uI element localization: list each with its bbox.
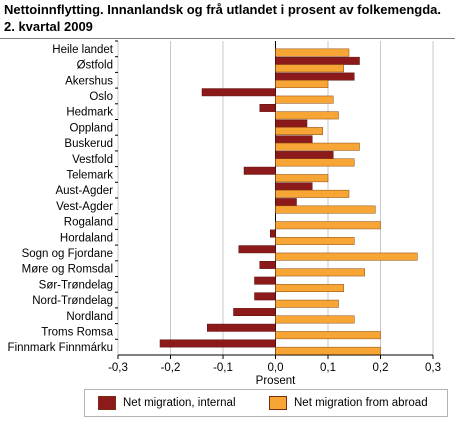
bar-abroad-8 [275, 174, 329, 183]
category-label-14: Møre og Romsdal [22, 264, 113, 276]
bar-internal-15 [254, 276, 276, 285]
bar-internal-4 [259, 104, 276, 112]
bar-internal-12 [270, 229, 276, 238]
category-label-11: Rogaland [64, 217, 113, 229]
category-label-9: Aust-Agder [55, 185, 113, 197]
legend-label-internal: Net migration, internal [123, 397, 236, 409]
bar-abroad-11 [275, 221, 381, 230]
bar-abroad-13 [275, 252, 418, 261]
legend-swatch-internal [98, 396, 116, 410]
bar-abroad-0 [275, 48, 350, 57]
title-divider [0, 38, 455, 39]
bar-internal-16 [254, 292, 276, 301]
bar-abroad-3 [275, 95, 334, 104]
x-tick-label-5: 0,2 [373, 362, 389, 374]
bar-abroad-5 [275, 127, 323, 135]
bar-internal-13 [238, 245, 276, 254]
chart-title: Nettoinnflytting. Innanlandsk og frå utl… [4, 1, 452, 35]
category-label-17: Nordland [66, 311, 113, 323]
bar-abroad-9 [275, 189, 350, 198]
legend: Net migration, internal Net migration fr… [84, 389, 448, 417]
x-tick-label-6: 0,3 [425, 362, 441, 374]
bar-abroad-12 [275, 237, 355, 245]
category-label-16: Nord-Trøndelag [32, 295, 113, 307]
x-tick-label-2: -0,1 [213, 362, 233, 374]
category-label-1: Østfold [77, 60, 113, 72]
bar-abroad-15 [275, 284, 344, 293]
x-axis-title: Prosent [256, 375, 296, 387]
legend-item-abroad: Net migration from abroad [269, 396, 428, 410]
x-tick-label-1: -0,2 [161, 362, 181, 374]
bar-abroad-4 [275, 111, 339, 120]
bar-internal-9 [275, 182, 313, 191]
bar-abroad-6 [275, 142, 360, 151]
category-label-13: Sogn og Fjordane [22, 248, 113, 260]
category-label-8: Telemark [66, 169, 113, 181]
legend-label-abroad: Net migration from abroad [294, 397, 428, 409]
bar-internal-10 [275, 198, 297, 207]
x-tick-label-0: -0,3 [108, 362, 128, 374]
bar-internal-18 [207, 323, 276, 332]
bar-abroad-18 [275, 331, 381, 340]
bar-internal-17 [233, 308, 276, 317]
bar-abroad-2 [275, 80, 329, 88]
category-label-7: Vestfold [72, 154, 113, 166]
title-line-2: 2. kvartal 2009 [4, 19, 93, 34]
category-label-10: Vest-Agder [56, 201, 113, 213]
bar-internal-19 [159, 339, 276, 348]
legend-swatch-abroad [269, 396, 287, 410]
category-label-4: Hedmark [66, 107, 113, 119]
bar-abroad-7 [275, 158, 355, 167]
category-label-12: Hordaland [60, 232, 113, 244]
bar-internal-2 [275, 72, 355, 81]
bar-internal-14 [259, 261, 276, 269]
bar-internal-6 [275, 135, 313, 144]
bar-abroad-16 [275, 299, 339, 308]
bar-internal-1 [275, 56, 360, 65]
category-label-3: Oslo [89, 91, 113, 103]
legend-item-internal: Net migration, internal [98, 396, 236, 410]
bar-internal-7 [275, 151, 334, 160]
category-label-19: Finnmark Finnmárku [8, 342, 113, 354]
bar-abroad-10 [275, 205, 376, 214]
category-label-5: Oppland [70, 122, 113, 134]
bar-chart: Heile landet Østfold Akershus Oslo Hedmark Op… [8, 40, 441, 387]
title-line-1: Nettoinnflytting. Innanlandsk og frå utl… [4, 2, 441, 17]
bar-abroad-19 [275, 346, 381, 355]
bar-abroad-1 [275, 64, 344, 73]
bar-abroad-14 [275, 268, 365, 277]
category-label-18: Troms Romsa [41, 326, 113, 338]
x-tick-label-3: 0,0 [268, 362, 284, 374]
bar-internal-5 [275, 119, 308, 128]
x-tick-label-4: 0,1 [320, 362, 336, 374]
bar-internal-3 [201, 88, 276, 97]
category-label-0: Heile landet [52, 44, 114, 56]
category-label-6: Buskerud [64, 138, 113, 150]
bar-abroad-17 [275, 315, 355, 324]
category-label-2: Akershus [65, 75, 113, 87]
bar-internal-8 [243, 166, 276, 175]
category-label-15: Sør-Trøndelag [39, 279, 113, 291]
